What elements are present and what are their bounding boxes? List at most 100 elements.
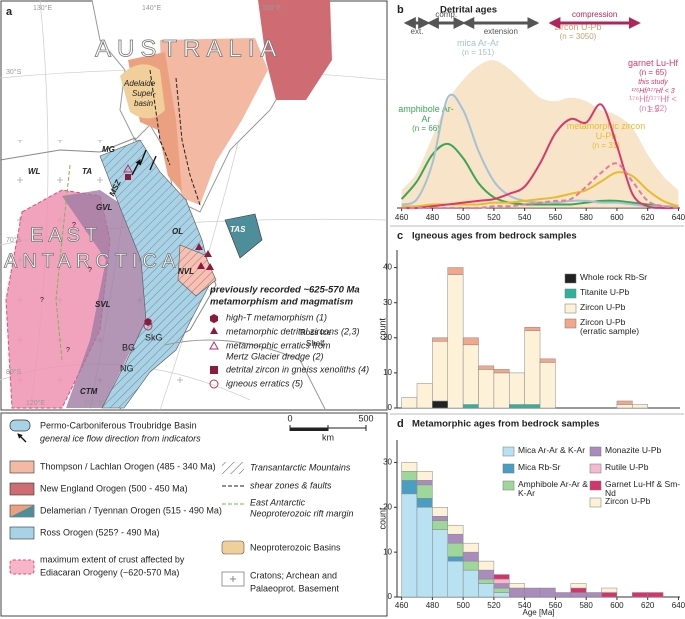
x-tick-label: 500 [456,601,470,610]
bar-segment [447,524,464,535]
x-tick-label: 640 [672,213,685,222]
x-tick-label: 620 [641,601,655,610]
basin-label: basin [134,99,154,108]
legend-label: Rutile U-Pb [605,463,649,472]
legend-swatch [564,288,577,299]
legend-symbol [210,314,218,324]
legend-label: general ice flow direction from indicato… [40,433,201,443]
bar-segment [524,587,541,598]
uncertain-mark: ? [72,222,76,229]
bar-segment [616,404,633,409]
place-label: Shelf [306,339,325,348]
x-tick-label: 460 [395,601,409,610]
series-label-box: metamorphic zircon U-Pb [567,121,646,141]
legend-swatch [230,576,236,582]
place-label: SkG [145,332,163,342]
bar-segment [493,578,510,584]
legend-label-box: Zircon U-Pb [605,497,650,506]
legend-label: Ross Orogen (525? - 490 Ma) [40,527,160,537]
purple-zone [62,190,150,408]
series-label: ¹⁷⁶Hf/¹⁷⁷Hf < 1.5 [629,94,677,114]
legend-label: Ediacaran Orogeny (~620-570 Ma) [40,567,179,577]
bar-segment [585,592,602,598]
bar-segment [447,533,464,544]
legend-symbol [210,327,218,334]
tasmania [224,213,263,259]
series-count: (n = 22) [639,104,667,113]
series-label: amphibole Ar-Ar [398,104,454,124]
bar-segment [462,560,479,571]
x-tick-label: 640 [672,601,685,610]
x-tick-label: 600 [610,601,624,610]
bar-segment [447,267,464,275]
period-label: comp. [435,10,457,19]
bar-segment [447,556,464,562]
rift-margin [55,164,71,361]
bar-segment [447,542,464,557]
bar-segment [478,583,495,598]
legend-label: Whole rock Rb-Sr [580,273,648,282]
ice-flow-arrow [131,149,157,176]
symbol-legend-item: igneous erratics (5) [226,378,303,388]
series-count: (n = 31) [592,141,620,150]
bar-segment [416,507,433,598]
x-axis-label: Age [Ma] [522,608,554,617]
legend-swatch [9,419,31,432]
legend-symbol [209,379,219,389]
scale-label: 500 [358,413,373,423]
bar-segment [462,404,479,409]
region-label: EAST [30,224,102,246]
series-label: garnet Lu-Hf [627,58,679,68]
region-label: ANTARCTICA [4,250,180,272]
x-tick-label: 500 [456,213,470,222]
place-label: BG [122,342,135,352]
x-tick-label: 580 [579,213,593,222]
bar-segment [462,344,479,405]
legend-label: Monazite U-Pb [605,446,662,455]
bar-segment [478,560,495,571]
legend-label: Neoproterozoic Basins [250,542,341,552]
bar-segment [478,369,495,409]
legend-note-box: (erratic sample) [580,327,640,336]
density-line [401,103,679,210]
ice-shelf-edge [164,339,326,410]
place-label: SVL [95,300,111,309]
legend-swatch [564,318,577,329]
legend-note: (erratic sample) [580,327,640,336]
legend-label: Amphibole Ar-Ar & K-Ar [518,480,588,498]
bar-segment [432,507,449,517]
series-label-box: amphibole Ar-Ar [398,104,454,124]
legend-swatch [9,460,35,474]
y-axis-label: count [377,317,387,340]
series-count-box: (n = 65) [639,68,667,77]
y-tick-label: 10 [383,547,392,556]
density-line [400,142,679,208]
uncertain-mark: ? [66,347,70,354]
place-label: NG [120,363,134,373]
graticule-label: 70°S [6,236,22,244]
bar-segment [462,569,479,598]
y-tick-label: 20 [383,502,392,511]
map-panel: a 130°E 140°E 150°E 30°S 70°S 80°S 120°E… [0,0,388,411]
x-tick-label: 580 [579,601,593,610]
legend-frame [0,412,388,617]
series-note: ¹⁷⁶Hf/¹⁷⁷Hf < 3 [631,88,675,95]
high-t-symbol [144,318,152,326]
new-england-orogen [258,0,332,100]
series-count-box: (n = 151) [462,48,494,57]
bar-segment [401,397,418,409]
legend-label: Cratons; Archean and [250,570,337,580]
bar-segment [616,400,633,405]
series-count: (n = 66) [412,124,440,133]
series-label-box: ¹⁷⁶Hf/¹⁷⁷Hf < 1.5 [629,94,677,114]
place-label: TA [82,167,92,176]
legend-label: Delamerian / Tyennan Orogen (515 - 490 M… [40,505,222,515]
legend-swatch [221,540,245,555]
panel-label: a [6,6,13,18]
graticule-label: 30°S [6,68,22,76]
symbol-legend-item: detrital zircon in gneiss xenoliths (4) [226,364,369,374]
legend-label: maximum extent of crust affected by [40,554,185,564]
bar-segment [462,542,479,553]
bar-segment [539,362,556,409]
